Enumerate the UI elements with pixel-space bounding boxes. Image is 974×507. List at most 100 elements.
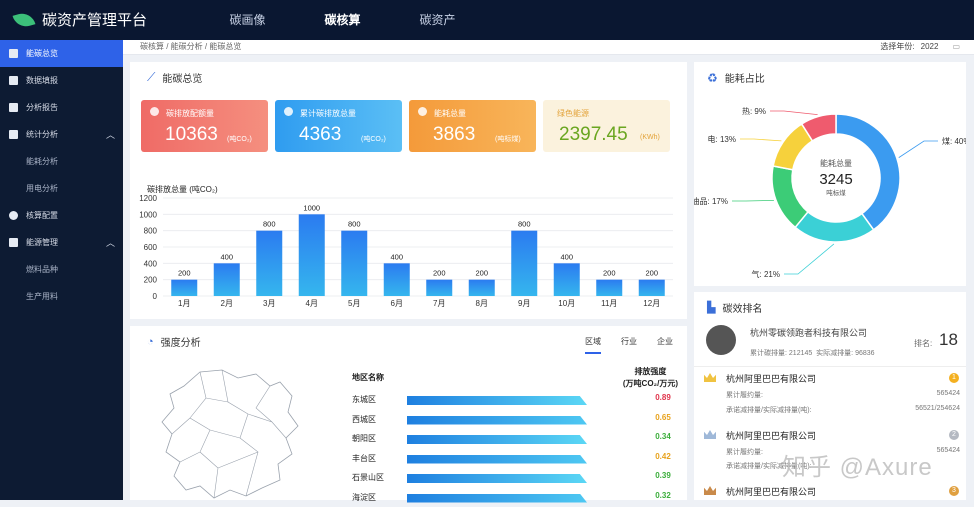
- region-name: 西城区: [352, 414, 376, 425]
- card-unit: (吨标煤): [495, 134, 521, 144]
- x-tick-label: 6月: [391, 299, 403, 308]
- x-tick-label: 2月: [221, 299, 233, 308]
- sidebar-subitem-fuel-types[interactable]: 燃料品种: [0, 256, 123, 283]
- card-unit: (吨CO₂): [361, 134, 386, 144]
- sidebar-item-energy-mgmt[interactable]: 能源管理 ︿: [0, 229, 123, 256]
- x-tick-label: 12月: [643, 299, 660, 308]
- y-tick-label: 400: [144, 259, 158, 268]
- top-company-name: 杭州零碳领跑者科技有限公司: [750, 326, 867, 339]
- tab-industry[interactable]: 行业: [621, 336, 637, 354]
- leaf-icon: [13, 10, 36, 29]
- x-tick-label: 5月: [348, 299, 360, 308]
- x-tick-label: 11月: [601, 299, 617, 308]
- district-map[interactable]: [160, 368, 300, 500]
- app-logo[interactable]: 碳资产管理平台: [14, 9, 147, 30]
- header-line: 排放强度: [634, 367, 666, 376]
- breadcrumb[interactable]: 碳核算 / 能碳分析 / 能碳总览: [140, 41, 241, 52]
- stat-label: 实际减排量:: [816, 350, 853, 357]
- avatar: [706, 325, 736, 355]
- x-tick-label: 3月: [263, 299, 275, 308]
- intensity-value: 0.39: [648, 471, 678, 480]
- tab-region[interactable]: 区域: [585, 336, 601, 354]
- slice-leader-line: [732, 200, 774, 201]
- card-value: 10363: [165, 124, 218, 146]
- sidebar-subitem-materials[interactable]: 生产用料: [0, 283, 123, 310]
- panel-header: ▙碳效排名: [707, 300, 762, 315]
- chevron-up-icon: ︿: [106, 230, 115, 257]
- donut-slice: [772, 166, 808, 227]
- rank-badge: 1: [949, 373, 959, 383]
- rank-company-name[interactable]: 杭州阿里巴巴有限公司: [726, 372, 816, 385]
- bar: [299, 214, 325, 296]
- column-header-intensity: 排放强度(万吨CO₂/万元): [623, 366, 678, 390]
- calendar-icon: ▭: [952, 42, 960, 51]
- map-icon: [9, 103, 18, 112]
- slice-label: 油品: 17%: [694, 196, 728, 206]
- bar-value-label: 400: [390, 252, 403, 261]
- bar: [469, 280, 495, 296]
- table-row[interactable]: 朝阳区 0.34: [352, 429, 678, 449]
- rank-stat-value: 565424: [937, 447, 960, 454]
- sidebar-subitem-energy-analysis[interactable]: 能耗分析: [0, 148, 123, 175]
- topnav-tab-accounting[interactable]: 碳核算: [295, 0, 390, 40]
- sidebar-item-label: 分析报告: [26, 103, 58, 112]
- rank-company-name[interactable]: 杭州阿里巴巴有限公司: [726, 485, 816, 498]
- sidebar-item-report[interactable]: 分析报告: [0, 94, 123, 121]
- stat-value: 212145: [789, 350, 812, 357]
- edit-icon: [9, 76, 18, 85]
- table-row[interactable]: 西城区 0.65: [352, 410, 678, 430]
- bar-value-label: 800: [518, 220, 531, 229]
- energy-share-panel: ♻能耗占比 煤: 40%气: 21%油品: 17%电: 13%热: 9%能耗总量…: [694, 62, 966, 286]
- bar-value-label: 200: [645, 269, 658, 278]
- sidebar-item-data-entry[interactable]: 数据填报: [0, 67, 123, 94]
- y-tick-label: 600: [144, 243, 158, 252]
- intensity-value: 0.89: [648, 393, 678, 402]
- tab-enterprise[interactable]: 企业: [657, 336, 673, 354]
- year-label: 选择年份:: [880, 42, 914, 51]
- bar-value-label: 1000: [303, 203, 320, 212]
- sidebar-item-label: 核算配置: [26, 211, 58, 220]
- card-carbon-quota: 碳排放配额量 10363 (吨CO₂): [141, 100, 268, 152]
- topnav-tab-profile[interactable]: 碳画像: [200, 0, 295, 40]
- bar: [384, 263, 410, 296]
- crown-gold-icon: [704, 373, 716, 382]
- slice-leader-line: [784, 244, 834, 274]
- sidebar-item-statistics[interactable]: 统计分析︿: [0, 121, 123, 148]
- donut-center-label: 能耗总量: [820, 158, 852, 168]
- rank-company-name[interactable]: 杭州阿里巴巴有限公司: [726, 429, 816, 442]
- column-header-region: 地区名称: [352, 366, 384, 390]
- card-value: 2397.45: [559, 124, 628, 146]
- cloud-icon: [284, 107, 293, 116]
- sidebar: 能碳总览 数据填报 分析报告 统计分析︿ 能耗分析 用电分析 核算配置 能源管理…: [0, 40, 123, 500]
- bar-value-label: 200: [603, 269, 616, 278]
- year-selector[interactable]: 选择年份:2022▭: [880, 41, 960, 52]
- intensity-value: 0.65: [648, 413, 678, 422]
- rank-stat-value: 565424: [937, 390, 960, 397]
- sidebar-item-config[interactable]: 核算配置: [0, 202, 123, 229]
- sidebar-subitem-power-analysis[interactable]: 用电分析: [0, 175, 123, 202]
- x-tick-label: 7月: [433, 299, 445, 308]
- topnav-tab-assets[interactable]: 碳资产: [390, 0, 485, 40]
- table-row[interactable]: 石景山区 0.39: [352, 468, 678, 488]
- line-chart-icon: ⟋: [147, 70, 155, 85]
- rank-stat-label: 累计履约量:: [726, 447, 763, 457]
- panel-title: 能耗占比: [725, 70, 765, 85]
- region-name: 石景山区: [352, 472, 384, 483]
- energy-donut-chart: 煤: 40%气: 21%油品: 17%电: 13%热: 9%能耗总量3245吨标…: [694, 92, 966, 282]
- intensity-value: 0.34: [648, 432, 678, 441]
- rank-badge: 3: [949, 486, 959, 496]
- intensity-bar: [407, 396, 587, 405]
- intensity-bar: [407, 474, 587, 483]
- panel-title: 碳效排名: [722, 300, 762, 315]
- rank-stat-label: 承诺减排量/实际减排量(吨):: [726, 405, 812, 415]
- region-name: 朝阳区: [352, 433, 376, 444]
- x-tick-label: 8月: [476, 299, 488, 308]
- sidebar-item-label: 能源管理: [26, 238, 58, 247]
- y-tick-label: 1000: [139, 210, 157, 219]
- panel-header: ◔强度分析: [147, 334, 201, 349]
- sidebar-item-overview[interactable]: 能碳总览: [0, 40, 123, 67]
